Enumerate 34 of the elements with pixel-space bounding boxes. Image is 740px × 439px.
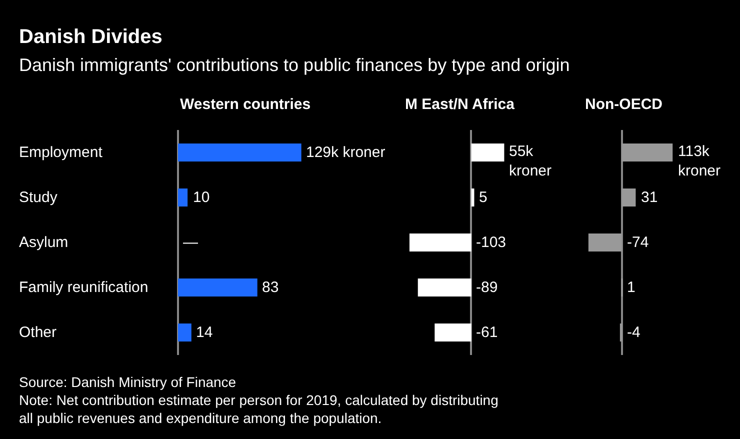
- y-tick-label: Family reunification: [19, 279, 148, 296]
- data-label: 14: [196, 324, 213, 341]
- data-label: 55k kroner: [509, 143, 552, 180]
- y-tick-label: Study: [19, 189, 58, 206]
- text: —: [183, 234, 198, 251]
- data-label: -103: [476, 234, 506, 251]
- bar: [588, 234, 622, 252]
- chart-title: M East/N Africa: [405, 96, 516, 113]
- bar: [178, 188, 188, 206]
- data-label: 31: [641, 189, 658, 206]
- data-label: -74: [627, 234, 649, 251]
- bar: [178, 324, 192, 342]
- text: Note: Net contribution estimate per person for 2019, calculated by distributing all public revenues and expenditure among the population.: [19, 392, 498, 426]
- y-tick-label: Other: [19, 324, 57, 341]
- data-label: -61: [476, 324, 498, 341]
- data-label: -4: [627, 324, 640, 341]
- bar: [178, 144, 302, 162]
- data-label: 1: [627, 279, 636, 296]
- y-tick-label: Employment: [19, 144, 104, 161]
- y-tick-label: Asylum: [19, 234, 68, 251]
- text: Danish immigrants' contributions to public finances by type and origin: [19, 55, 570, 75]
- data-label: 10: [193, 189, 210, 206]
- data-label: 83: [262, 279, 279, 296]
- data-label: 113k kroner: [678, 143, 721, 180]
- data-label: 129k kroner: [306, 144, 386, 161]
- chart-title: Western countries: [180, 96, 311, 113]
- chart-title: Non-OECD: [585, 96, 663, 113]
- bar: [622, 144, 673, 162]
- bar: [178, 278, 258, 296]
- bar: [622, 188, 636, 206]
- data-label: 5: [479, 189, 488, 206]
- text: Danish Divides: [19, 26, 162, 48]
- source-note: Source: Danish Ministry of Finance: [19, 374, 236, 390]
- data-label: -89: [476, 279, 498, 296]
